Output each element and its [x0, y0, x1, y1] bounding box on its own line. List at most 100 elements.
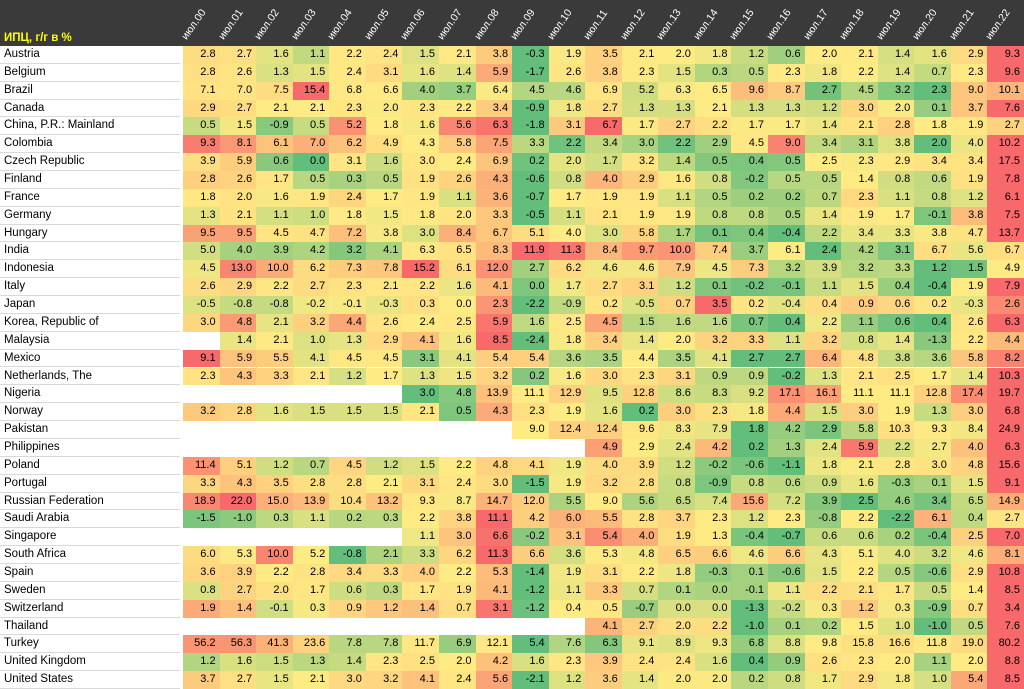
column-header[interactable]: июл.02	[252, 0, 286, 46]
value-cell[interactable]: 2.7	[585, 99, 622, 118]
value-cell[interactable]: 0.8	[694, 206, 732, 225]
row-label[interactable]: Spain	[0, 564, 180, 582]
value-cell[interactable]: 3.0	[658, 403, 695, 422]
value-cell[interactable]: 4.6	[877, 492, 915, 511]
value-cell[interactable]: 0.0	[438, 296, 476, 314]
value-cell[interactable]: 3.9	[183, 153, 220, 172]
value-cell[interactable]: 0.9	[804, 474, 842, 493]
value-cell[interactable]: 1.9	[292, 188, 330, 207]
column-header[interactable]: июл.18	[837, 0, 871, 46]
value-cell[interactable]: 1.5	[402, 456, 439, 475]
value-cell[interactable]: 7.0	[987, 528, 1024, 547]
value-cell[interactable]: 3.3	[475, 206, 513, 225]
value-cell[interactable]: 10.0	[256, 260, 293, 279]
value-cell[interactable]: 1.2	[950, 188, 988, 207]
value-cell[interactable]: 1.4	[950, 581, 988, 600]
value-cell[interactable]: 3.1	[877, 242, 915, 261]
value-cell[interactable]: 2.4	[402, 313, 439, 332]
value-cell[interactable]: 2.3	[621, 63, 659, 82]
row-label[interactable]: Indonesia	[0, 260, 180, 279]
value-cell[interactable]: 3.0	[402, 224, 439, 243]
value-cell[interactable]: 2.9	[694, 135, 732, 154]
value-cell[interactable]: 4.0	[585, 171, 622, 189]
value-cell[interactable]: 2.0	[365, 99, 403, 118]
value-cell[interactable]: 3.2	[804, 331, 842, 350]
value-cell[interactable]: 4.4	[768, 403, 805, 422]
value-cell[interactable]: 1.6	[658, 171, 695, 189]
value-cell[interactable]: -0.9	[548, 296, 586, 314]
value-cell[interactable]: -0.4	[914, 278, 951, 297]
value-cell[interactable]: 3.0	[402, 385, 439, 404]
value-cell[interactable]: 4.5	[512, 81, 549, 100]
value-cell[interactable]: 5.8	[621, 224, 659, 243]
value-cell[interactable]: -1.2	[512, 599, 549, 618]
value-cell[interactable]: 2.4	[438, 474, 476, 493]
value-cell[interactable]: 0.1	[914, 474, 951, 493]
value-cell[interactable]: 1.3	[694, 528, 732, 547]
value-cell[interactable]: 1.5	[256, 671, 293, 689]
value-cell[interactable]: -0.2	[768, 599, 805, 618]
value-cell[interactable]: 1.1	[877, 188, 915, 207]
value-cell[interactable]: 6.5	[694, 81, 732, 100]
value-cell[interactable]: 0.6	[768, 46, 805, 64]
value-cell[interactable]: 5.6	[950, 242, 988, 261]
value-cell[interactable]: 0.2	[731, 188, 769, 207]
value-cell[interactable]: -0.4	[731, 528, 769, 547]
value-cell[interactable]: 1.0	[914, 671, 951, 689]
value-cell[interactable]: 2.0	[950, 653, 988, 672]
value-cell[interactable]: 5.4	[512, 635, 549, 654]
value-cell[interactable]: 1.9	[548, 474, 586, 493]
value-cell[interactable]: 5.1	[512, 224, 549, 243]
value-cell[interactable]	[256, 385, 293, 404]
row-label[interactable]: Japan	[0, 296, 180, 314]
value-cell[interactable]: -0.2	[512, 528, 549, 547]
value-cell[interactable]	[256, 421, 293, 439]
value-cell[interactable]: 4.5	[256, 224, 293, 243]
value-cell[interactable]: 2.6	[219, 63, 257, 82]
value-cell[interactable]: 0.4	[731, 153, 769, 172]
value-cell[interactable]: 16.1	[804, 385, 842, 404]
value-cell[interactable]: 5.2	[621, 81, 659, 100]
value-cell[interactable]: 8.7	[768, 81, 805, 100]
value-cell[interactable]: 4.0	[877, 546, 915, 564]
value-cell[interactable]: 1.9	[402, 188, 439, 207]
value-cell[interactable]: 5.4	[585, 528, 622, 547]
value-cell[interactable]: 0.5	[438, 403, 476, 422]
value-cell[interactable]: 11.4	[183, 456, 220, 475]
value-cell[interactable]	[365, 438, 403, 457]
value-cell[interactable]: 0.6	[877, 296, 915, 314]
value-cell[interactable]: 0.0	[292, 153, 330, 172]
value-cell[interactable]: 0.4	[804, 296, 842, 314]
value-cell[interactable]: 3.7	[950, 99, 988, 118]
column-header[interactable]: июл.14	[691, 0, 725, 46]
value-cell[interactable]: 6.1	[987, 188, 1024, 207]
value-cell[interactable]: 1.6	[256, 403, 293, 422]
value-cell[interactable]: 1.4	[219, 331, 257, 350]
column-header[interactable]: июл.03	[289, 0, 323, 46]
value-cell[interactable]: 4.0	[402, 81, 439, 100]
value-cell[interactable]: 5.6	[621, 492, 659, 511]
value-cell[interactable]: 4.0	[950, 438, 988, 457]
value-cell[interactable]: 2.1	[621, 46, 659, 64]
value-cell[interactable]: 3.6	[914, 349, 951, 368]
value-cell[interactable]: 5.4	[512, 349, 549, 368]
value-cell[interactable]: -1.1	[768, 456, 805, 475]
value-cell[interactable]: 4.1	[694, 349, 732, 368]
value-cell[interactable]: 4.5	[365, 349, 403, 368]
value-cell[interactable]: 6.9	[475, 153, 513, 172]
value-cell[interactable]: -1.5	[183, 510, 220, 529]
value-cell[interactable]: 4.5	[585, 313, 622, 332]
value-cell[interactable]: 2.2	[841, 510, 878, 529]
value-cell[interactable]: -2.2	[512, 296, 549, 314]
value-cell[interactable]: 0.5	[292, 117, 330, 136]
value-cell[interactable]: 2.2	[950, 331, 988, 350]
value-cell[interactable]: 1.1	[292, 510, 330, 529]
value-cell[interactable]: 6.2	[548, 260, 586, 279]
value-cell[interactable]: 0.5	[768, 153, 805, 172]
value-cell[interactable]: 6.0	[183, 546, 220, 564]
value-cell[interactable]: 2.9	[219, 278, 257, 297]
value-cell[interactable]: 1.8	[804, 63, 842, 82]
value-cell[interactable]: 6.4	[475, 81, 513, 100]
value-cell[interactable]: 2.6	[219, 171, 257, 189]
column-header[interactable]: июл.16	[764, 0, 798, 46]
